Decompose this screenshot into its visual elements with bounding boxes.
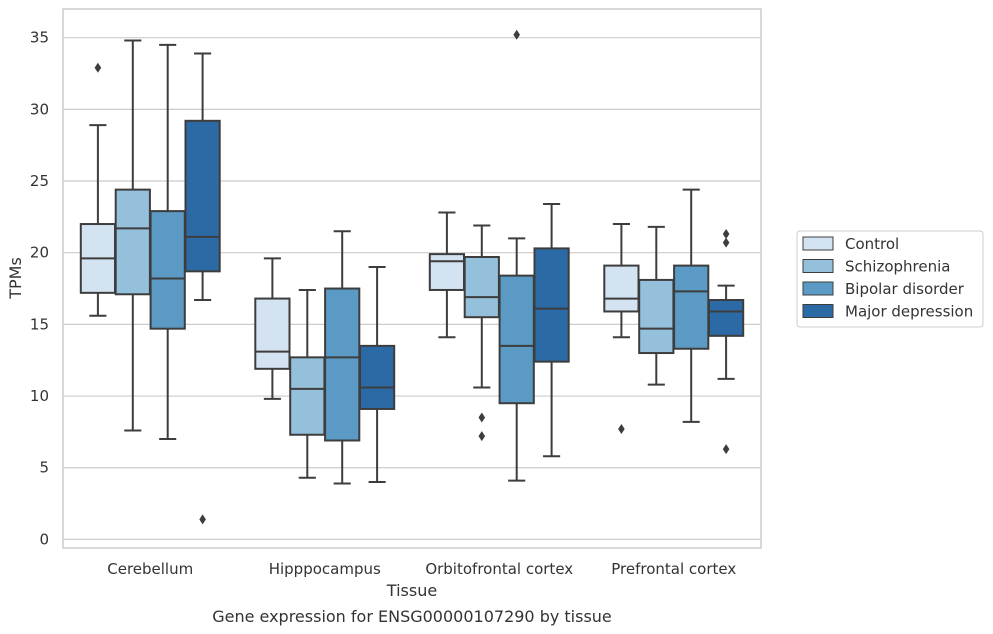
box-groups — [79, 29, 745, 525]
box-1-3 — [358, 266, 396, 484]
iqr-box — [533, 247, 570, 363]
legend-swatch-0 — [802, 236, 834, 251]
legend-swatch-2 — [802, 281, 834, 296]
y-tick-label-25: 25 — [30, 172, 49, 190]
box-3-3 — [707, 229, 745, 455]
box-0-3 — [184, 52, 221, 525]
outlier-point-2 — [722, 444, 730, 455]
box-2-2 — [498, 29, 535, 482]
y-tick-label-15: 15 — [30, 315, 49, 333]
legend-frame — [796, 230, 984, 328]
y-tick-label-30: 30 — [30, 100, 49, 118]
legend-label-3: Major depression — [845, 303, 973, 321]
iqr-box — [463, 255, 500, 319]
box-3-1 — [638, 225, 675, 386]
y-tick-label-0: 0 — [39, 530, 49, 548]
y-tick-label-10: 10 — [30, 387, 49, 405]
y-tick-label-5: 5 — [39, 459, 49, 477]
chart-caption: Gene expression for ENSG00000107290 by t… — [212, 607, 612, 626]
x-axis-title: Tissue — [386, 581, 437, 600]
outlier-point-0 — [478, 412, 486, 423]
iqr-box — [707, 299, 745, 337]
iqr-box — [324, 287, 361, 442]
iqr-box — [358, 344, 396, 410]
x-tick-label-1: Hipppocampus — [269, 560, 381, 578]
legend-swatch-1 — [802, 259, 834, 273]
legend: Control Schizophrenia Bipolar disorder Majo… — [796, 230, 984, 328]
iqr-box — [184, 119, 221, 273]
box-1-1 — [289, 288, 326, 479]
x-tick-label-3: Prefrontal cortex — [611, 560, 736, 578]
x-tick-label-2: Orbitofrontal cortex — [425, 560, 573, 578]
iqr-box — [428, 253, 466, 291]
iqr-box — [673, 264, 710, 350]
y-tick-labels: 0 5 10 15 20 25 30 35 — [30, 29, 49, 549]
box-3-0 — [603, 223, 640, 435]
outlier-point-0 — [513, 29, 520, 40]
iqr-box — [114, 188, 151, 296]
box-2-1 — [463, 224, 500, 442]
outlier-point-0 — [618, 424, 625, 435]
y-axis-title: TPMs — [6, 257, 25, 300]
outlier-point-0 — [722, 229, 730, 240]
outlier-point-0 — [199, 514, 206, 525]
outlier-point-1 — [722, 237, 730, 248]
box-0-1 — [114, 39, 151, 432]
box-1-0 — [254, 257, 291, 400]
box-3-2 — [673, 188, 710, 423]
y-tick-label-20: 20 — [30, 244, 49, 262]
box-0-2 — [149, 43, 186, 441]
iqr-box — [149, 210, 186, 330]
iqr-box — [254, 297, 291, 370]
box-2-3 — [533, 202, 570, 458]
legend-label-2: Bipolar disorder — [845, 280, 965, 298]
x-tick-label-0: Cerebellum — [107, 560, 193, 578]
iqr-box — [638, 278, 675, 355]
box-0-0 — [79, 62, 117, 317]
plot-frame — [62, 8, 762, 549]
outlier-point-1 — [478, 431, 486, 442]
legend-label-0: Control — [845, 235, 899, 253]
legend-swatch-3 — [802, 304, 834, 318]
iqr-box — [603, 264, 640, 313]
outlier-point-0 — [94, 62, 102, 73]
iqr-box — [498, 274, 535, 405]
y-tick-label-35: 35 — [30, 29, 49, 47]
iqr-box — [289, 356, 326, 436]
legend-label-1: Schizophrenia — [845, 258, 950, 276]
x-tick-labels: Cerebellum Hipppocampus Orbitofrontal cort… — [107, 560, 736, 578]
